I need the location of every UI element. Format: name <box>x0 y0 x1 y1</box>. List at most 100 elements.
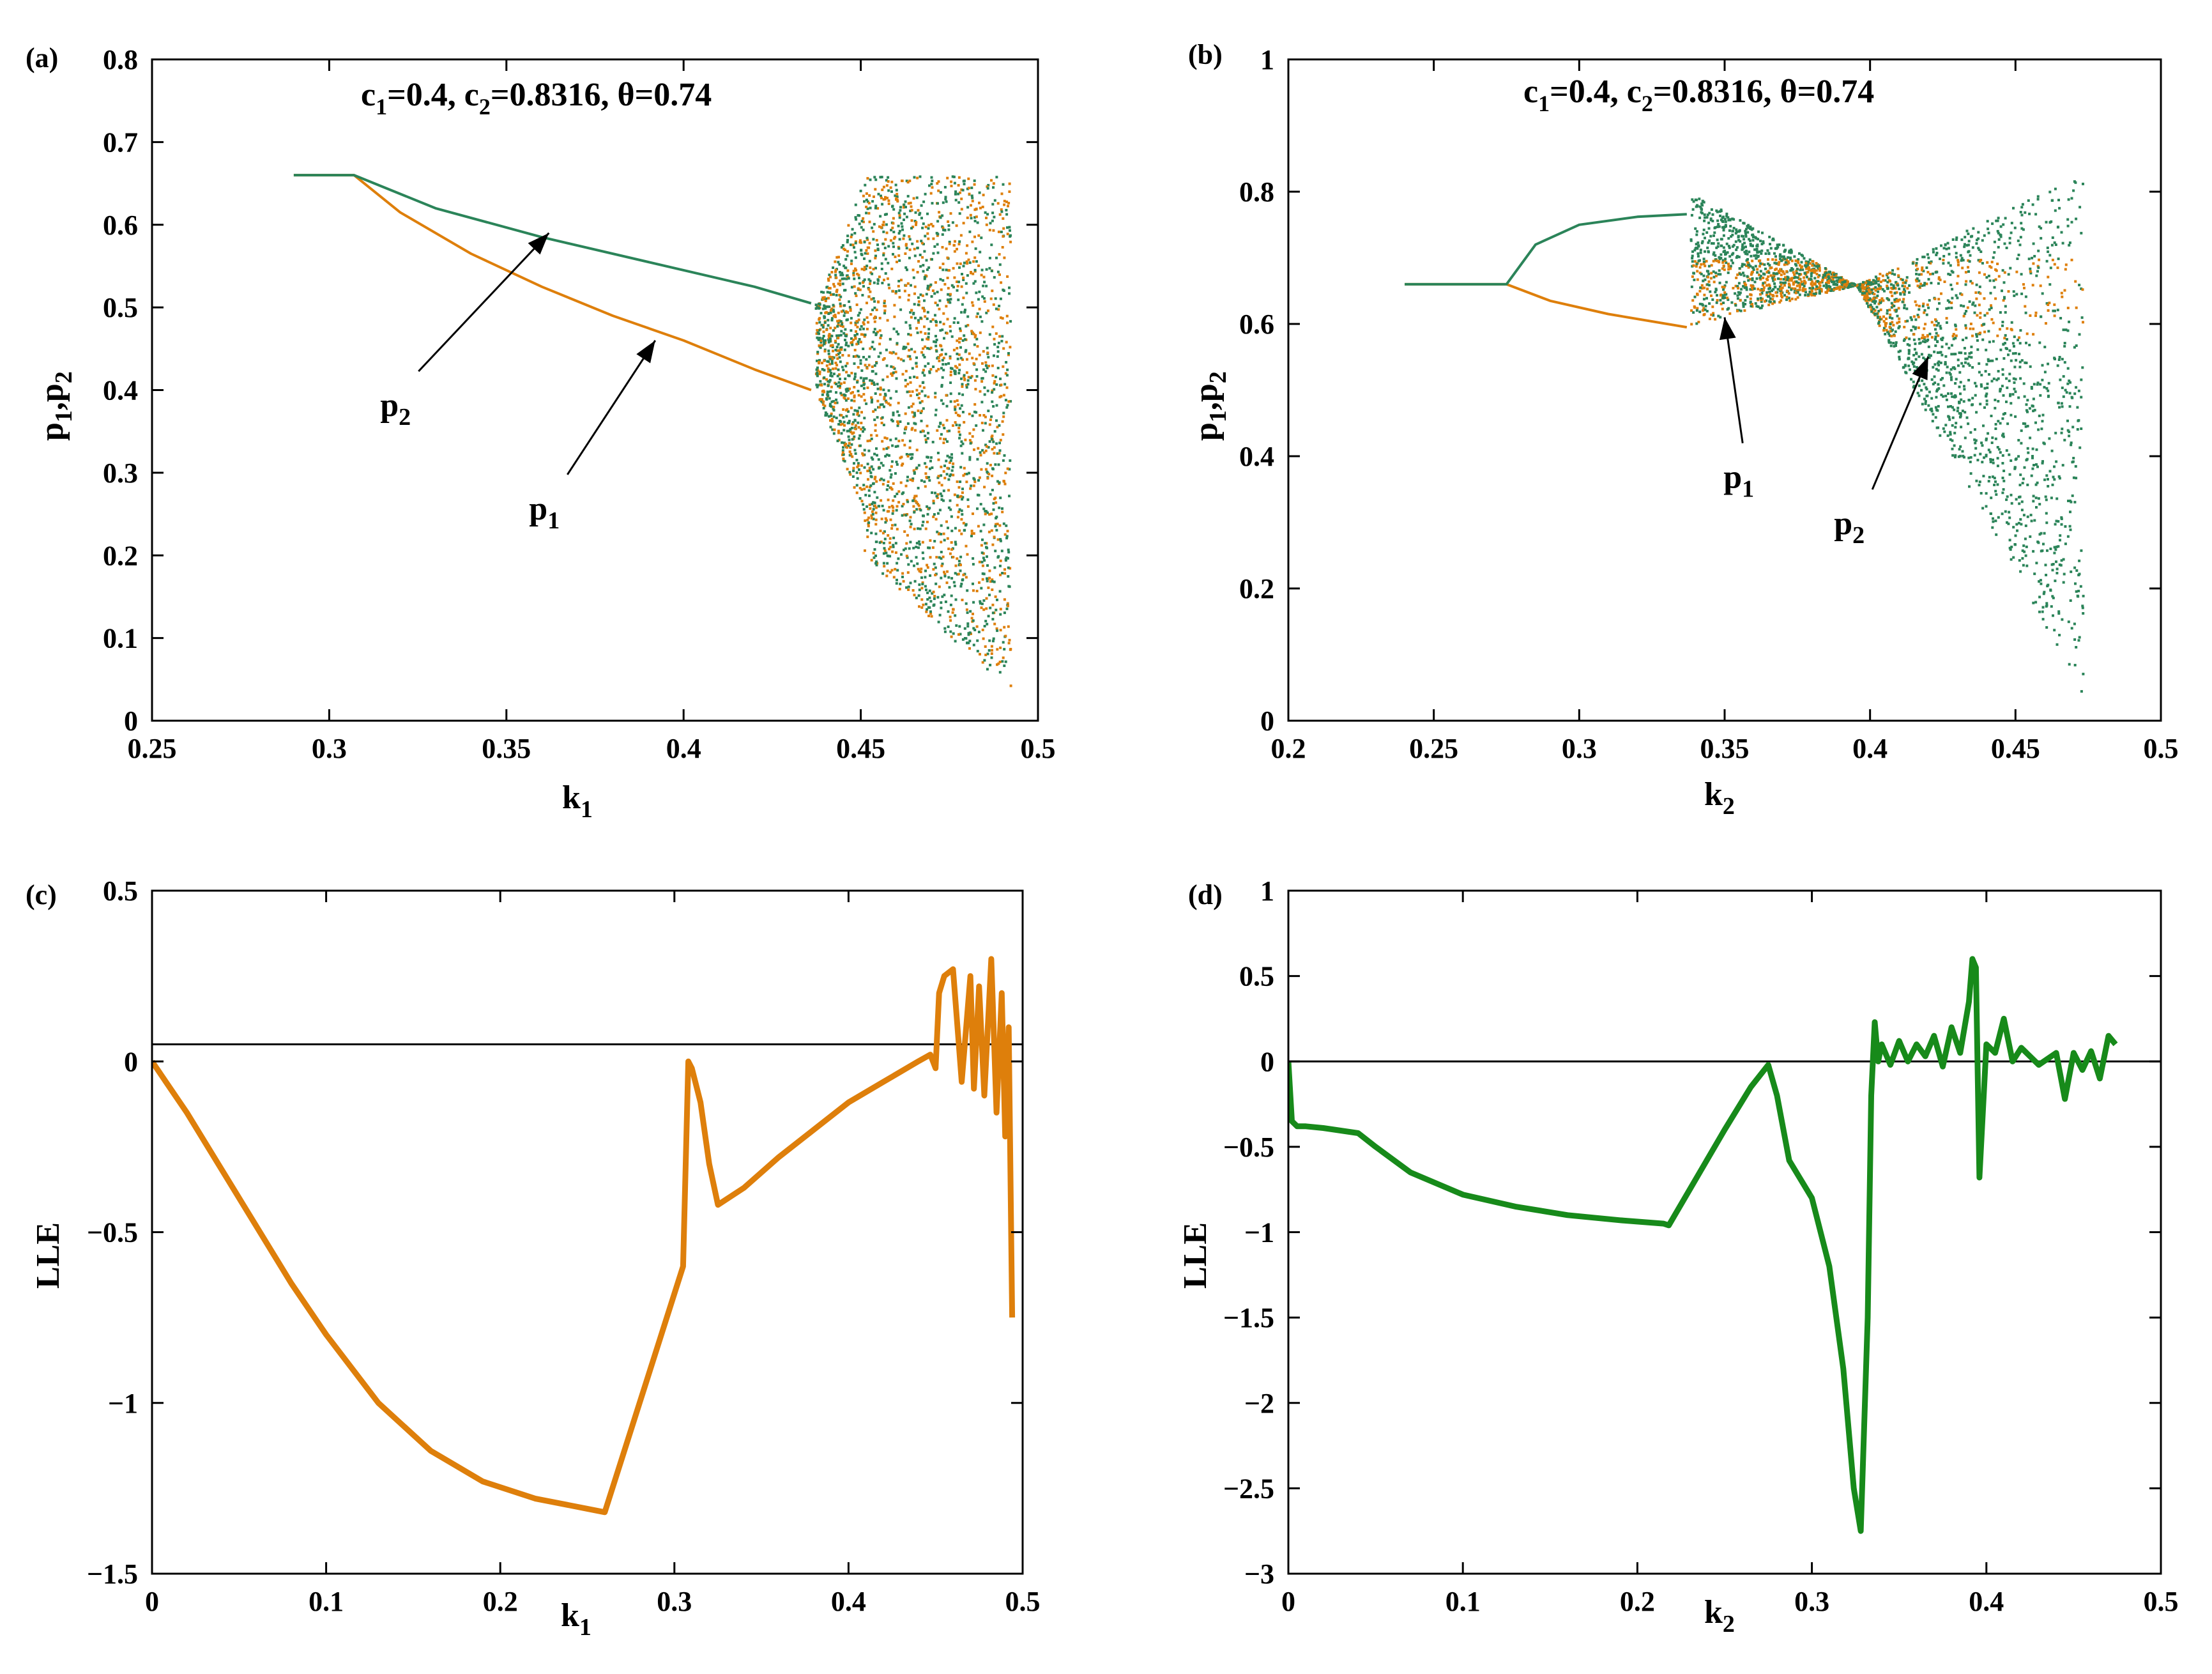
chaotic-point <box>921 256 924 259</box>
chaotic-point <box>2053 263 2056 266</box>
chaotic-point <box>926 317 929 320</box>
chaotic-point <box>1928 356 1931 359</box>
chaotic-point <box>931 257 933 261</box>
chaotic-point <box>1929 408 1932 411</box>
chaotic-point <box>995 627 998 630</box>
chaotic-point <box>957 298 960 302</box>
chaotic-point <box>943 427 946 429</box>
chaotic-point <box>1996 219 1999 222</box>
chaotic-point <box>966 553 969 556</box>
chaotic-point <box>947 287 950 290</box>
chaotic-point <box>2047 485 2050 488</box>
chaotic-point <box>1764 267 1767 270</box>
chaotic-point <box>848 438 851 442</box>
chaotic-point <box>1842 287 1845 290</box>
chaotic-point <box>2036 270 2039 273</box>
chaotic-point <box>983 280 986 284</box>
chaotic-point <box>820 344 823 347</box>
chaotic-point <box>2041 413 2045 417</box>
chaotic-point <box>1876 295 1879 297</box>
chaotic-point <box>1974 304 1977 307</box>
chaotic-point <box>942 357 945 360</box>
chaotic-point <box>892 217 895 220</box>
chaotic-point <box>904 412 907 415</box>
chaotic-point <box>855 269 858 272</box>
chaotic-point <box>927 431 930 434</box>
chaotic-point <box>2018 484 2022 487</box>
chaotic-point <box>963 338 966 341</box>
chaotic-point <box>2007 353 2010 357</box>
chaotic-point <box>960 582 963 585</box>
chaotic-point <box>858 406 861 410</box>
chaotic-point <box>1772 238 1775 242</box>
chaotic-point <box>2034 311 2038 314</box>
chaotic-point <box>1916 268 1919 270</box>
chaotic-point <box>982 507 986 511</box>
chaotic-point <box>2079 446 2082 449</box>
chaotic-point <box>820 312 823 315</box>
chaotic-point <box>970 617 973 620</box>
chaotic-point <box>2029 314 2032 317</box>
chaotic-point <box>2071 494 2074 497</box>
chaotic-point <box>872 268 875 271</box>
chaotic-point <box>1939 257 1941 261</box>
chaotic-point <box>973 335 977 339</box>
chaotic-point <box>1849 285 1852 288</box>
chaotic-point <box>833 285 836 288</box>
chaotic-point <box>1817 275 1820 279</box>
chaotic-point <box>2008 242 2011 245</box>
chaotic-point <box>979 390 982 393</box>
chaotic-point <box>1712 259 1715 263</box>
chaotic-point <box>814 303 818 307</box>
chaotic-point <box>1937 383 1940 386</box>
chaotic-point <box>991 448 994 451</box>
chaotic-point <box>823 359 826 362</box>
chaotic-point <box>1926 303 1929 307</box>
chaotic-point <box>1744 303 1747 305</box>
chaotic-point <box>933 597 936 601</box>
chaotic-point <box>910 405 913 408</box>
chaotic-point <box>1879 299 1881 302</box>
chaotic-point <box>2074 280 2077 283</box>
chaotic-point <box>1985 399 1988 403</box>
chaotic-point <box>960 518 963 521</box>
chaotic-point <box>894 445 897 448</box>
chaotic-point <box>1915 264 1918 267</box>
chaotic-point <box>947 526 949 530</box>
chaotic-point <box>839 305 842 308</box>
chaotic-point <box>1971 282 1974 285</box>
chaotic-point <box>1964 312 1967 315</box>
chaotic-point <box>928 507 931 510</box>
chaotic-point <box>829 419 832 422</box>
chaotic-point <box>846 311 850 314</box>
chaotic-point <box>862 228 865 231</box>
chaotic-point <box>1746 231 1750 234</box>
chaotic-point <box>921 226 924 229</box>
chaotic-point <box>835 288 839 291</box>
chaotic-point <box>913 414 917 417</box>
chaotic-point <box>975 625 979 628</box>
chaotic-point <box>963 473 966 475</box>
chaotic-point <box>989 606 992 610</box>
chaotic-point <box>1931 420 1934 423</box>
chaotic-point <box>2014 352 2017 355</box>
chaotic-point <box>978 476 981 479</box>
chaotic-point <box>1915 351 1918 355</box>
chaotic-point <box>1762 240 1765 243</box>
chaotic-point <box>960 377 963 380</box>
chaotic-point <box>965 472 968 475</box>
chaotic-point <box>942 402 945 405</box>
chaotic-point <box>854 256 857 259</box>
chaotic-point <box>1824 267 1827 270</box>
chaotic-point <box>2047 275 2050 279</box>
chaotic-point <box>2004 217 2007 220</box>
chaotic-point <box>915 221 918 224</box>
chaotic-point <box>1718 225 1721 228</box>
chaotic-point <box>949 552 952 555</box>
chaotic-point <box>1002 394 1005 397</box>
chaotic-point <box>1706 213 1709 217</box>
chaotic-point <box>1866 280 1869 283</box>
chaotic-point <box>963 261 966 265</box>
chaotic-point <box>1949 283 1953 286</box>
chaotic-point <box>1766 249 1769 252</box>
